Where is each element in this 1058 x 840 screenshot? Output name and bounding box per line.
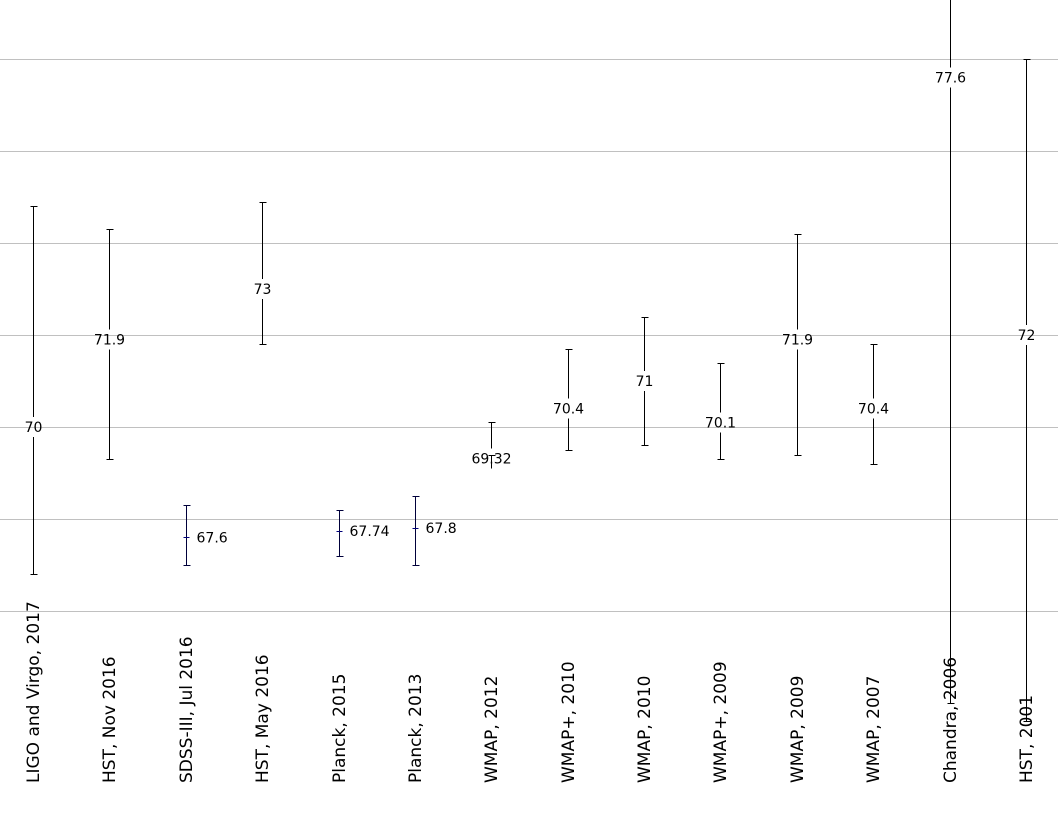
data-label-5: 67.8 [426, 521, 457, 537]
data-labels: 70 71.9 67.6 73 67.74 67.8 69.32 70.4 71 70.1 71.9… [25, 70, 1036, 546]
error-bar-8 [641, 317, 649, 446]
error-bar-11 [870, 344, 878, 465]
category-label-4: Planck, 2015 [330, 674, 350, 783]
error-bar-13 [1023, 59, 1031, 722]
category-label-9: WMAP+, 2009 [711, 661, 731, 783]
category-label-6: WMAP, 2012 [482, 676, 502, 783]
error-bar-0 [30, 206, 38, 575]
error-bar-4 [336, 510, 344, 557]
category-label-11: WMAP, 2007 [864, 676, 884, 783]
data-label-4: 67.74 [350, 524, 390, 540]
error-bar-7 [565, 349, 573, 451]
data-label-9: 70.1 [705, 415, 736, 431]
data-label-6: 69.32 [471, 451, 511, 467]
category-label-1: HST, Nov 2016 [100, 656, 120, 783]
error-bar-6 [488, 422, 496, 469]
error-bar-2 [183, 505, 191, 566]
data-label-2: 67.6 [197, 530, 228, 546]
gridlines [0, 59, 1058, 612]
error-bar-10 [794, 234, 802, 456]
data-label-12: 77.6 [935, 70, 966, 86]
data-label-13: 72 [1018, 328, 1036, 344]
category-label-8: WMAP, 2010 [635, 676, 655, 783]
category-label-0: LIGO and Virgo, 2017 [24, 601, 44, 783]
error-bar-5 [412, 496, 420, 566]
category-label-3: HST, May 2016 [253, 654, 273, 783]
error-bar-1 [106, 229, 114, 460]
category-labels: LIGO and Virgo, 2017 HST, Nov 2016 SDSS-II… [24, 601, 1037, 783]
category-label-12: Chandra, 2006 [941, 657, 961, 783]
error-bar-12 [947, 0, 955, 704]
data-label-11: 70.4 [858, 402, 889, 418]
error-bars [30, 0, 1031, 722]
category-label-10: WMAP, 2009 [788, 676, 808, 783]
data-label-8: 71 [636, 374, 654, 390]
data-label-0: 70 [25, 420, 43, 436]
data-label-3: 73 [254, 282, 272, 298]
category-label-7: WMAP+, 2010 [559, 661, 579, 783]
data-label-1: 71.9 [94, 333, 125, 349]
data-label-7: 70.4 [553, 402, 584, 418]
error-bar-3 [259, 202, 267, 345]
category-label-2: SDSS-III, Jul 2016 [177, 636, 197, 783]
category-label-13: HST, 2001 [1017, 695, 1037, 783]
data-label-10: 71.9 [782, 333, 813, 349]
category-label-5: Planck, 2013 [406, 674, 426, 783]
error-bar-9 [717, 363, 725, 460]
